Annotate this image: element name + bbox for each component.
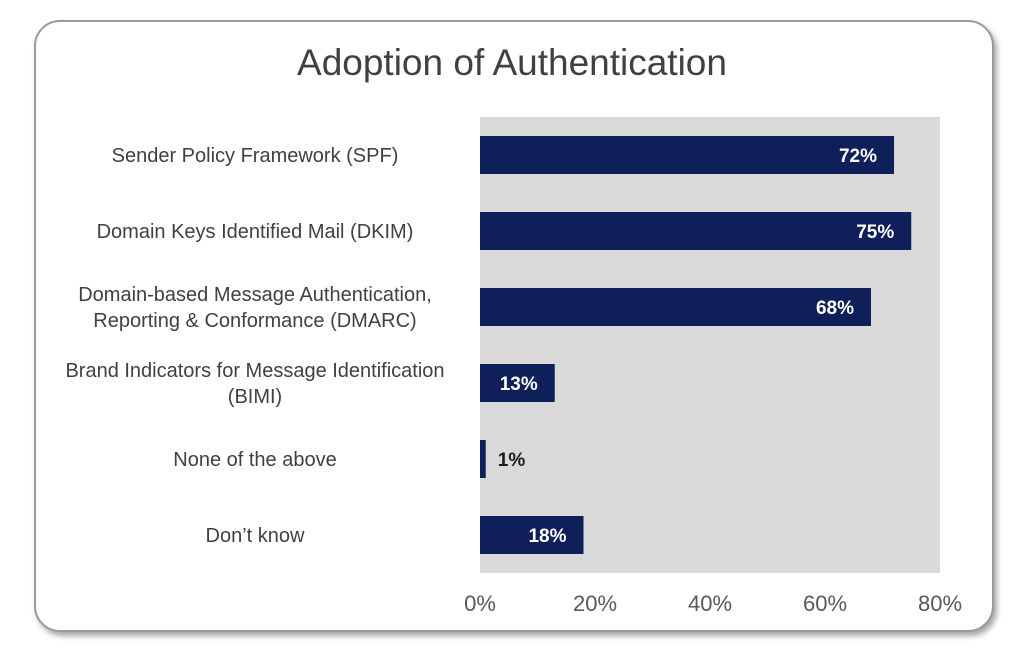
data-label: 18%: [528, 526, 566, 547]
chart-title: Adoption of Authentication: [297, 42, 727, 83]
category-label: Domain-based Message Authentication,: [78, 284, 432, 306]
data-label: 1%: [498, 450, 526, 471]
x-tick-label: 40%: [688, 591, 732, 616]
bar: [480, 364, 555, 402]
category-label: None of the above: [173, 449, 336, 471]
data-label: 68%: [816, 298, 854, 319]
category-label: Sender Policy Framework (SPF): [112, 145, 399, 167]
data-label: 13%: [500, 374, 538, 395]
bar: [480, 288, 871, 326]
plot-area: [480, 117, 940, 573]
bar: [480, 136, 894, 174]
category-label: Reporting & Conformance (DMARC): [93, 310, 416, 332]
bar: [480, 516, 584, 554]
x-tick-label: 0%: [464, 591, 496, 616]
data-label: 72%: [839, 146, 877, 167]
x-tick-label: 60%: [803, 591, 847, 616]
category-label: Don’t know: [206, 525, 305, 547]
bar: [480, 440, 486, 478]
category-label: Domain Keys Identified Mail (DKIM): [97, 221, 414, 243]
x-tick-label: 80%: [918, 591, 962, 616]
bar: [480, 212, 912, 250]
data-label: 75%: [856, 222, 894, 243]
x-tick-label: 20%: [573, 591, 617, 616]
category-label: Brand Indicators for Message Identificat…: [65, 360, 444, 382]
category-label: (BIMI): [228, 386, 282, 408]
